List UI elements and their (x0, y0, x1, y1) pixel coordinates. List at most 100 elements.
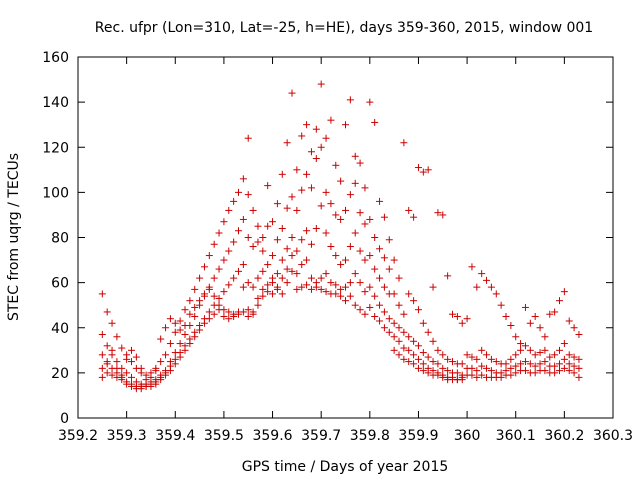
data-point (317, 143, 325, 151)
data-point (196, 297, 204, 305)
data-point (575, 355, 583, 363)
data-point (220, 256, 228, 264)
data-point (288, 267, 296, 275)
data-point (200, 319, 208, 327)
data-point (162, 371, 170, 379)
data-point (521, 303, 529, 311)
data-point (298, 186, 306, 194)
x-tick-label: 359.3 (107, 428, 147, 444)
data-point (259, 234, 267, 241)
data-point (196, 274, 204, 282)
data-point (166, 340, 174, 348)
data-point (385, 315, 393, 323)
data-point (244, 191, 252, 199)
data-point (473, 283, 481, 291)
data-point (98, 331, 106, 339)
data-point (371, 312, 379, 320)
data-point (269, 218, 277, 226)
data-point (249, 283, 257, 291)
data-point (181, 321, 189, 329)
data-point (269, 290, 277, 298)
data-point (132, 353, 140, 361)
x-axis-ticks: 359.2 359.3 359.4 359.5 359.6 359.7 359.8 359.9… (58, 57, 633, 444)
data-point (405, 358, 413, 366)
data-point (429, 283, 437, 291)
data-point (235, 267, 242, 275)
data-point (327, 116, 335, 124)
data-point (98, 351, 106, 359)
data-point (307, 274, 315, 282)
data-point (186, 340, 194, 348)
data-point (507, 371, 515, 379)
data-point (162, 324, 170, 332)
y-tick-label: 60 (51, 276, 69, 292)
data-point (337, 292, 345, 300)
data-point (249, 308, 257, 316)
data-point (264, 222, 272, 230)
data-point (536, 360, 544, 368)
data-point (405, 333, 413, 341)
data-point (225, 281, 233, 289)
data-point (361, 220, 369, 228)
data-point (147, 373, 155, 381)
data-point (376, 317, 384, 325)
data-point (380, 283, 388, 291)
data-point (225, 308, 233, 316)
data-point (200, 263, 208, 271)
data-point (327, 200, 335, 208)
data-point (560, 355, 568, 363)
data-point (395, 301, 403, 309)
data-point (531, 362, 539, 370)
data-point (191, 285, 199, 293)
data-point (521, 358, 529, 366)
data-point (351, 301, 359, 309)
data-point (390, 319, 398, 327)
data-point (293, 270, 301, 278)
data-point (244, 134, 252, 142)
data-point (152, 367, 160, 375)
data-point (473, 373, 481, 381)
chart-title: Rec. ufpr (Lon=310, Lat=-25, h=HE), days… (95, 20, 593, 36)
data-point (220, 218, 228, 226)
data-point (312, 283, 320, 291)
data-point (551, 308, 559, 316)
data-point (230, 238, 238, 246)
data-point (235, 227, 242, 235)
data-point (376, 197, 384, 205)
data-point (512, 333, 520, 341)
data-point (278, 274, 286, 282)
data-point (128, 373, 135, 381)
data-point (205, 285, 213, 293)
data-point (507, 321, 515, 329)
data-point (400, 310, 408, 318)
data-point (356, 247, 364, 255)
data-point (541, 358, 549, 366)
data-point (560, 288, 568, 296)
data-point (162, 351, 170, 359)
data-point (575, 373, 583, 381)
data-point (303, 121, 311, 129)
data-point (264, 288, 272, 296)
data-point (497, 373, 505, 381)
data-point (210, 292, 218, 300)
data-point (410, 360, 418, 368)
data-point (478, 346, 486, 354)
data-point (346, 191, 354, 199)
data-point (371, 234, 379, 241)
data-point (371, 292, 379, 300)
data-point (371, 265, 379, 273)
data-point (410, 297, 418, 305)
data-point (157, 376, 165, 384)
data-point (473, 355, 481, 363)
x-tick-label: 359.8 (350, 428, 390, 444)
data-point (113, 358, 121, 366)
data-point (293, 166, 301, 174)
data-point (249, 206, 257, 214)
data-point (123, 369, 131, 377)
data-point (332, 281, 340, 289)
data-point (463, 315, 471, 323)
data-point (395, 337, 403, 345)
data-point (502, 312, 510, 320)
data-point (390, 346, 398, 354)
data-point (254, 274, 262, 282)
